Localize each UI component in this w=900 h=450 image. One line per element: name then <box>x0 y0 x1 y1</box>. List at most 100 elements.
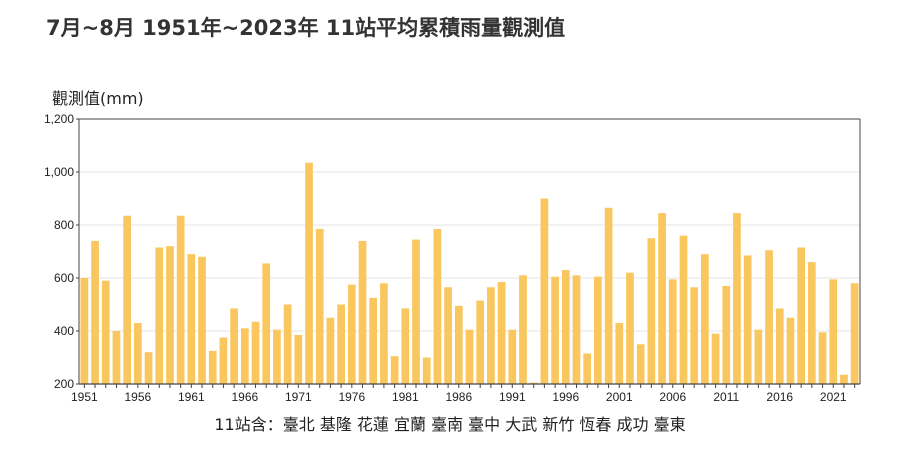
x-tick-label: 1971 <box>285 390 312 404</box>
bar-series <box>80 162 859 384</box>
bar-1961 <box>187 254 196 384</box>
bar-1980 <box>390 356 399 384</box>
bar-1993 <box>529 382 538 384</box>
bar-1979 <box>380 283 388 384</box>
bar-2016 <box>775 308 784 384</box>
bar-2015 <box>765 250 773 384</box>
bar-2012 <box>733 213 741 384</box>
bar-1999 <box>594 276 602 384</box>
bar-2007 <box>679 235 688 384</box>
chart-title: 7月~8月 1951年~2023年 11站平均累積雨量觀測值 <box>46 16 566 40</box>
bar-2013 <box>743 255 752 384</box>
x-tick-label: 1996 <box>552 390 579 404</box>
bar-2019 <box>808 262 816 384</box>
grid-lines <box>79 171 860 332</box>
bar-2005 <box>658 213 666 384</box>
x-tick-label: 1961 <box>178 390 205 404</box>
bar-1985 <box>444 287 452 384</box>
y-tick-label: 800 <box>54 218 74 232</box>
bar-1997 <box>572 275 581 384</box>
x-tick-label: 1976 <box>338 390 365 404</box>
bar-2006 <box>668 279 677 384</box>
bar-1991 <box>508 329 517 384</box>
bar-2020 <box>818 332 827 384</box>
bar-1990 <box>497 281 506 384</box>
y-tick-label: 1,000 <box>44 165 74 179</box>
bar-1973 <box>315 228 324 384</box>
bar-1958 <box>155 247 164 384</box>
bar-1989 <box>487 287 495 384</box>
bar-2003 <box>636 344 645 384</box>
bar-1998 <box>583 353 592 384</box>
x-tick-label: 2016 <box>766 390 793 404</box>
bar-1966 <box>240 328 249 384</box>
x-tick-label: 1986 <box>445 390 472 404</box>
bar-1968 <box>262 263 271 384</box>
bar-1955 <box>123 215 131 384</box>
bar-1976 <box>347 284 356 384</box>
bar-2017 <box>786 317 795 384</box>
bar-1969 <box>273 329 281 384</box>
x-tick-label: 1951 <box>71 390 98 404</box>
bar-1984 <box>433 228 442 384</box>
y-tick-labels: 200 400 600 800 1,000 1,200 <box>44 112 74 391</box>
bar-1994 <box>540 198 549 384</box>
bar-1951 <box>80 278 89 384</box>
y-tick-label: 600 <box>54 271 74 285</box>
bar-2014 <box>754 329 763 384</box>
x-tick-label: 1966 <box>231 390 258 404</box>
bar-1953 <box>101 280 110 384</box>
bar-1972 <box>305 162 313 384</box>
x-tick-label: 2001 <box>606 390 633 404</box>
bar-1982 <box>412 239 420 384</box>
bar-2018 <box>797 247 806 384</box>
bar-1963 <box>208 350 217 384</box>
bar-1974 <box>326 317 335 384</box>
bar-1995 <box>551 276 559 384</box>
bar-1967 <box>251 321 260 384</box>
bar-1957 <box>144 352 153 384</box>
station-footnote: 11站含：臺北 基隆 花蓮 宜蘭 臺南 臺中 大武 新竹 恆春 成功 臺東 <box>214 415 686 434</box>
bar-1971 <box>294 334 303 384</box>
x-tick-label: 1991 <box>499 390 526 404</box>
bar-1978 <box>369 297 378 384</box>
bar-1952 <box>91 240 99 384</box>
bar-1992 <box>519 275 527 384</box>
bar-1988 <box>476 300 485 384</box>
bar-2000 <box>604 207 613 384</box>
bar-1987 <box>465 329 474 384</box>
bar-1959 <box>166 246 174 384</box>
bar-2002 <box>626 272 634 384</box>
bar-1977 <box>358 240 367 384</box>
bar-1975 <box>337 304 345 384</box>
bar-2011 <box>722 285 731 384</box>
bar-2009 <box>701 254 709 384</box>
bar-1986 <box>454 305 463 384</box>
bar-1956 <box>133 323 142 384</box>
bar-1970 <box>283 304 292 384</box>
bar-1962 <box>198 256 206 384</box>
x-tick-label: 2011 <box>713 390 739 404</box>
y-tick-label: 1,200 <box>44 112 74 126</box>
bar-2022 <box>840 374 848 384</box>
bar-2021 <box>829 279 838 384</box>
x-tick-labels: 1951 1956 1961 1966 1971 1976 1981 1986 1991 1996… <box>71 390 847 404</box>
y-axis-label: 觀測值(mm) <box>52 89 144 108</box>
bar-2023 <box>850 283 859 384</box>
bar-1960 <box>176 215 185 384</box>
bar-2001 <box>615 323 624 384</box>
bar-1981 <box>401 308 410 384</box>
y-tick-label: 400 <box>54 324 74 338</box>
bar-2008 <box>690 287 699 384</box>
bar-1996 <box>561 270 570 384</box>
bar-2010 <box>711 333 720 384</box>
y-tick-label: 200 <box>54 377 74 391</box>
axes <box>76 118 861 388</box>
bar-2004 <box>647 238 656 384</box>
x-tick-label: 2006 <box>659 390 686 404</box>
bar-1965 <box>230 308 238 384</box>
bar-1983 <box>422 357 431 384</box>
bar-1954 <box>112 331 121 384</box>
bar-1964 <box>219 337 228 384</box>
